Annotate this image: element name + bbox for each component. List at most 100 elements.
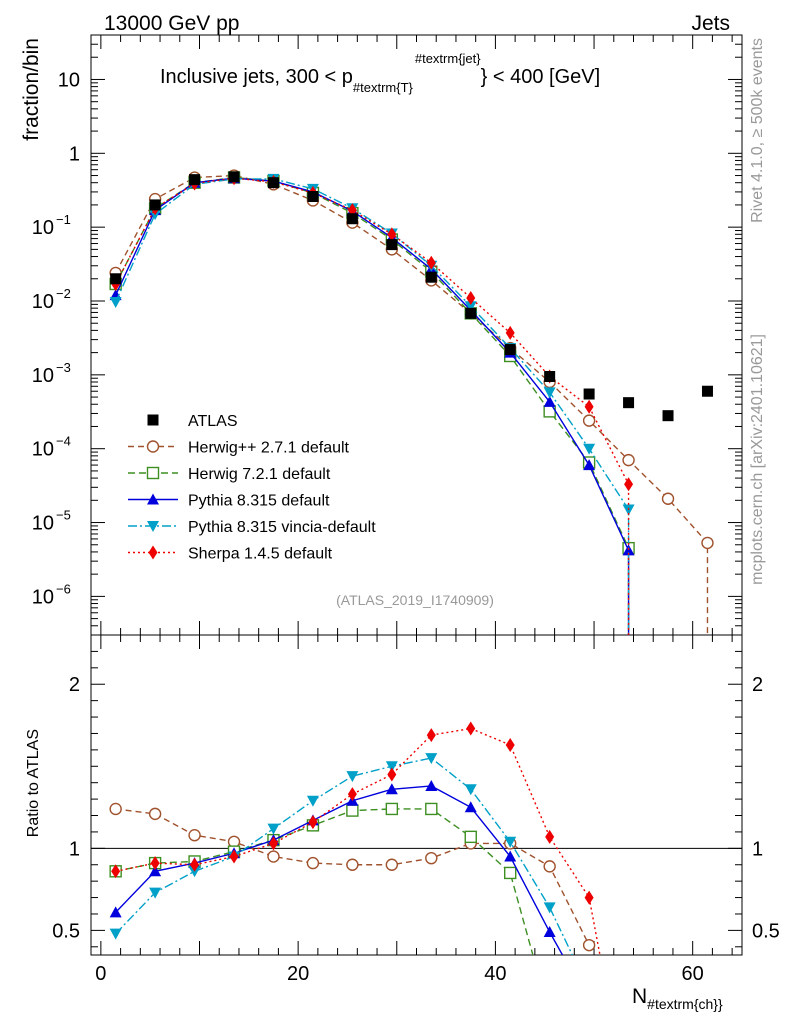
ratio-point-pythia-8-315-vincia-default	[188, 866, 201, 878]
ratio-point-sherpa-1-4-5-default	[545, 829, 555, 844]
x-tick-label: 40	[484, 963, 506, 985]
ratio-point-herwig-2-7-1-default	[148, 807, 162, 821]
ratio-point-sherpa-1-4-5-default	[347, 787, 357, 802]
data-point-atlas	[504, 344, 516, 356]
ratio-point-sherpa-1-4-5-default	[426, 728, 436, 743]
ratio-line-herwig-7-2-1-default	[115, 808, 534, 955]
plot-title-sup: #textrm{jet}	[415, 51, 481, 66]
ratio-y-tick-label-right: 0.5	[752, 920, 780, 942]
legend-marker-herwig-7-2-1-default	[146, 466, 160, 480]
ratio-point-sherpa-1-4-5-default	[111, 864, 121, 879]
legend-label-sherpa-1-4-5-default: Sherpa 1.4.5 default	[188, 546, 333, 563]
ratio-point-herwig-2-7-1-default	[346, 858, 359, 871]
data-point-atlas	[307, 191, 319, 203]
series-point-sherpa-1-4-5-default	[426, 255, 436, 270]
ratio-line-pythia-8-315-vincia-default	[115, 757, 573, 955]
ratio-y-tick-label: 0.5	[52, 920, 80, 942]
ratio-point-herwig-7-2-1-default	[385, 802, 399, 816]
data-point-atlas	[110, 273, 122, 285]
ratio-point-pythia-8-315-default	[425, 779, 438, 791]
main-y-axis-label: fraction/bin	[20, 38, 43, 141]
plot-title-end: } < 400 [GeV]	[481, 66, 601, 88]
ratio-point-herwig-2-7-1-default	[582, 938, 596, 952]
ratio-point-pythia-8-315-vincia-default	[504, 836, 517, 848]
ratio-point-pythia-8-315-default	[504, 850, 517, 862]
ratio-point-herwig-7-2-1-default	[346, 804, 359, 817]
ratio-point-sherpa-1-4-5-default	[466, 721, 476, 736]
series-point-herwig-2-7-1-default	[582, 414, 596, 427]
x-axis-label-main: N	[632, 985, 647, 1008]
ratio-plot-area	[109, 721, 601, 955]
ratio-point-sherpa-1-4-5-default	[308, 815, 318, 830]
series-point-pythia-8-315-default	[543, 395, 556, 407]
data-point-atlas	[425, 271, 437, 283]
category-label: Jets	[691, 12, 730, 35]
legend-label-pythia-8-315-vincia-default: Pythia 8.315 vincia-default	[188, 519, 376, 536]
ratio-point-pythia-8-315-default	[385, 783, 398, 795]
ratio-point-pythia-8-315-default	[543, 926, 556, 938]
series-point-sherpa-1-4-5-default	[387, 227, 397, 242]
legend-marker-pythia-8-315-vincia-default	[147, 521, 159, 532]
series-point-pythia-8-315-vincia-default	[109, 296, 122, 308]
plot-title-sub: #textrm{T}	[353, 80, 414, 95]
plot-title-main: Inclusive jets, 300 < p	[160, 66, 353, 88]
data-point-atlas	[544, 370, 556, 382]
ratio-point-sherpa-1-4-5-default	[190, 857, 200, 872]
mcplots-side-label: mcplots.cern.ch [arXiv:2401.10621]	[749, 334, 766, 585]
energy-label: 13000 GeV pp	[104, 12, 239, 35]
data-point-atlas	[583, 388, 595, 400]
data-point-atlas	[346, 213, 358, 225]
series-point-pythia-8-315-vincia-default	[464, 301, 477, 313]
ratio-point-herwig-7-2-1-default	[464, 830, 477, 844]
legend-label-atlas: ATLAS	[188, 413, 238, 430]
ratio-point-pythia-8-315-default	[464, 801, 477, 813]
data-point-atlas	[267, 177, 279, 189]
ratio-point-pythia-8-315-vincia-default	[385, 761, 398, 773]
series-point-pythia-8-315-vincia-default	[583, 443, 596, 455]
x-tick-label: 60	[682, 963, 704, 985]
ratio-point-pythia-8-315-vincia-default	[109, 928, 122, 940]
data-point-atlas	[465, 307, 477, 319]
series-line-pythia-8-315-vincia-default	[115, 178, 630, 635]
ratio-point-pythia-8-315-vincia-default	[306, 795, 319, 807]
ratio-point-sherpa-1-4-5-default	[387, 767, 397, 782]
series-point-sherpa-1-4-5-default	[624, 477, 634, 492]
ratio-point-herwig-7-2-1-default	[504, 866, 517, 880]
ratio-point-herwig-2-7-1-default	[267, 850, 280, 863]
data-point-atlas	[189, 174, 201, 186]
ratio-point-pythia-8-315-vincia-default	[149, 887, 162, 899]
legend-marker-sherpa-1-4-5-default	[148, 545, 158, 560]
data-point-atlas	[701, 385, 713, 397]
main-y-tick-exponent: −2	[56, 286, 71, 301]
series-point-sherpa-1-4-5-default	[584, 399, 594, 414]
ratio-point-sherpa-1-4-5-default	[150, 856, 160, 871]
data-point-atlas	[623, 397, 635, 409]
ratio-y-tick-label-right: 1	[752, 838, 763, 860]
main-y-tick-exponent: −4	[56, 434, 71, 449]
ratio-point-sherpa-1-4-5-default	[505, 737, 515, 752]
ratio-point-sherpa-1-4-5-default	[229, 849, 239, 864]
ratio-point-sherpa-1-4-5-default	[584, 890, 594, 905]
ratio-panel-frame	[90, 634, 743, 956]
ratio-y-tick-label-right: 2	[752, 674, 763, 696]
ratio-point-herwig-2-7-1-default	[543, 860, 556, 873]
ratio-point-sherpa-1-4-5-default	[268, 836, 278, 851]
ratio-line-pythia-8-315-default	[115, 785, 564, 955]
series-point-sherpa-1-4-5-default	[466, 290, 476, 305]
series-point-sherpa-1-4-5-default	[505, 325, 515, 340]
series-point-herwig-2-7-1-default	[622, 453, 635, 467]
series-point-pythia-8-315-default	[583, 459, 596, 471]
series-point-herwig-2-7-1-default	[661, 492, 675, 505]
ratio-point-herwig-2-7-1-default	[188, 829, 201, 842]
ratio-point-pythia-8-315-vincia-default	[464, 784, 477, 796]
main-y-tick-exponent: −1	[56, 212, 71, 227]
ratio-point-herwig-2-7-1-default	[425, 851, 438, 865]
main-y-tick-label: 10	[32, 365, 54, 387]
ratio-point-pythia-8-315-vincia-default	[346, 771, 359, 783]
ratio-point-herwig-2-7-1-default	[385, 858, 399, 871]
main-y-tick-label: 10	[32, 291, 54, 313]
ratio-point-pythia-8-315-default	[109, 906, 122, 918]
ratio-line-sherpa-1-4-5-default	[115, 727, 601, 955]
main-y-tick-exponent: −6	[56, 581, 71, 596]
